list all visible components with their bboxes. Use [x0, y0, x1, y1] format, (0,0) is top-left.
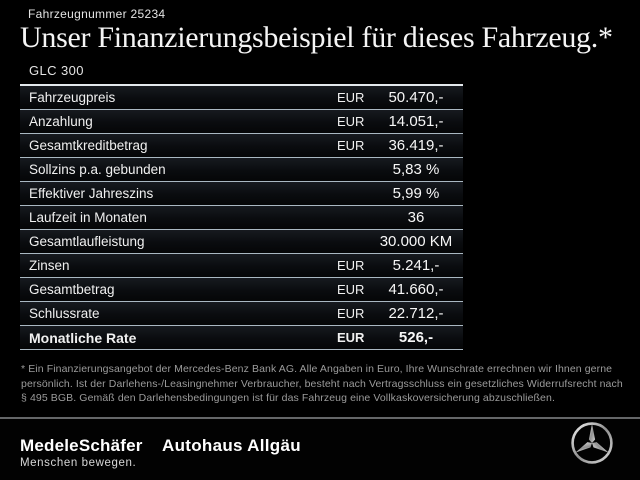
page-title: Unser Finanzierungsbeispiel für dieses F… [20, 21, 613, 54]
row-value: 5,99 % [392, 185, 440, 202]
table-row: Effektiver Jahreszins 5,99 % [20, 182, 463, 206]
row-value: 5.241,- [392, 257, 440, 274]
row-value: 526,- [398, 329, 434, 346]
row-currency: EUR [337, 306, 365, 321]
mercedes-star-icon [571, 422, 613, 464]
row-value: 36.419,- [388, 137, 444, 154]
vehicle-model: GLC 300 [29, 63, 84, 78]
row-label: Gesamtlaufleistung [29, 234, 145, 249]
row-label: Gesamtkreditbetrag [29, 138, 148, 153]
row-currency: EUR [337, 330, 365, 345]
row-label: Gesamtbetrag [29, 282, 115, 297]
row-currency: EUR [337, 114, 365, 129]
row-currency: EUR [337, 258, 365, 273]
row-label: Sollzins p.a. gebunden [29, 162, 166, 177]
row-value: 36 [407, 209, 425, 226]
row-label: Anzahlung [29, 114, 93, 129]
dealer-branch-name: Autohaus Allgäu [162, 436, 301, 455]
table-row: Gesamtkreditbetrag EUR 36.419,- [20, 134, 463, 158]
table-row: Anzahlung EUR 14.051,- [20, 110, 463, 134]
row-label: Effektiver Jahreszins [29, 186, 154, 201]
row-value: 30.000 KM [379, 233, 453, 250]
vehicle-number: Fahrzeugnummer 25234 [28, 7, 166, 21]
table-row: Gesamtbetrag EUR 41.660,- [20, 278, 463, 302]
row-value: 41.660,- [388, 281, 444, 298]
footer-divider [0, 417, 640, 419]
row-label: Monatliche Rate [29, 329, 137, 346]
row-label: Laufzeit in Monaten [29, 210, 147, 225]
table-row: Zinsen EUR 5.241,- [20, 254, 463, 278]
legal-footnote: * Ein Finanzierungsangebot der Mercedes-… [21, 363, 623, 405]
table-row: Monatliche Rate EUR 526,- [20, 326, 463, 350]
table-row: Fahrzeugpreis EUR 50.470,- [20, 86, 463, 110]
row-label: Schlussrate [29, 306, 100, 321]
row-label: Fahrzeugpreis [29, 90, 116, 105]
dealer-tagline: Menschen bewegen. [20, 457, 137, 469]
row-value: 14.051,- [388, 113, 444, 130]
dealer-logo-text: MedeleSchäfer [20, 436, 143, 455]
table-row: Gesamtlaufleistung 30.000 KM [20, 230, 463, 254]
row-currency: EUR [337, 282, 365, 297]
table-row: Laufzeit in Monaten 36 [20, 206, 463, 230]
row-currency: EUR [337, 138, 365, 153]
table-row: Sollzins p.a. gebunden 5,83 % [20, 158, 463, 182]
row-value: 50.470,- [388, 89, 444, 106]
row-value: 5,83 % [392, 161, 440, 178]
financing-table: Fahrzeugpreis EUR 50.470,- Anzahlung EUR 14.0… [20, 84, 463, 350]
row-label: Zinsen [29, 258, 70, 273]
row-currency: EUR [337, 90, 365, 105]
table-row: Schlussrate EUR 22.712,- [20, 302, 463, 326]
row-value: 22.712,- [388, 305, 444, 322]
footer-bar [0, 419, 640, 480]
